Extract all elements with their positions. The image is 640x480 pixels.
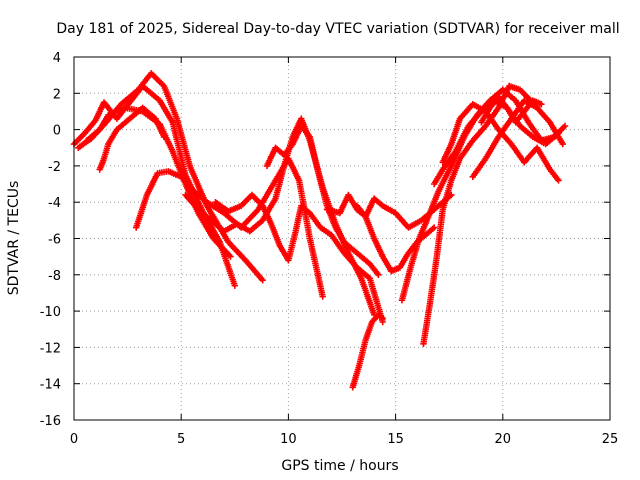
- series-track-10: [349, 311, 386, 391]
- y-tick-label: -16: [40, 414, 61, 429]
- x-tick-label: 0: [70, 432, 78, 447]
- x-axis-title: GPS time / hours: [281, 458, 398, 474]
- y-tick-label: -6: [48, 233, 61, 248]
- axis-ticks: [73, 56, 611, 421]
- series-markers: [263, 122, 382, 278]
- x-tick-label: 15: [387, 432, 404, 447]
- y-tick-label: 0: [53, 124, 61, 139]
- x-tick-label: 5: [177, 432, 185, 447]
- y-tick-label: -14: [40, 378, 61, 393]
- series-markers: [212, 191, 386, 326]
- series-track-11: [353, 202, 438, 275]
- y-tick-label: -2: [48, 160, 61, 175]
- x-tick-label: 25: [602, 432, 619, 447]
- series-track-8: [263, 122, 382, 278]
- y-tick-label: -12: [40, 341, 61, 356]
- y-tick-label: 4: [53, 51, 61, 66]
- x-tick-label: 20: [495, 432, 512, 447]
- series-track-7: [212, 191, 386, 326]
- series-markers: [349, 311, 386, 391]
- y-tick-label: 2: [53, 87, 61, 102]
- data-points: [70, 70, 569, 391]
- y-tick-label: -8: [48, 269, 61, 284]
- chart-title: Day 181 of 2025, Sidereal Day-to-day VTE…: [56, 21, 619, 37]
- x-tick-label: 10: [280, 432, 297, 447]
- y-axis-title: SDTVAR / TECUs: [6, 181, 22, 296]
- series-track-15: [439, 101, 562, 184]
- series-markers: [439, 101, 562, 184]
- y-tick-label: -4: [48, 196, 61, 211]
- series-markers: [478, 93, 545, 126]
- series-track-4: [96, 104, 168, 173]
- series-markers: [353, 202, 438, 275]
- series-track-17: [478, 93, 545, 126]
- y-tick-label: -10: [40, 305, 61, 320]
- series-markers: [96, 104, 168, 173]
